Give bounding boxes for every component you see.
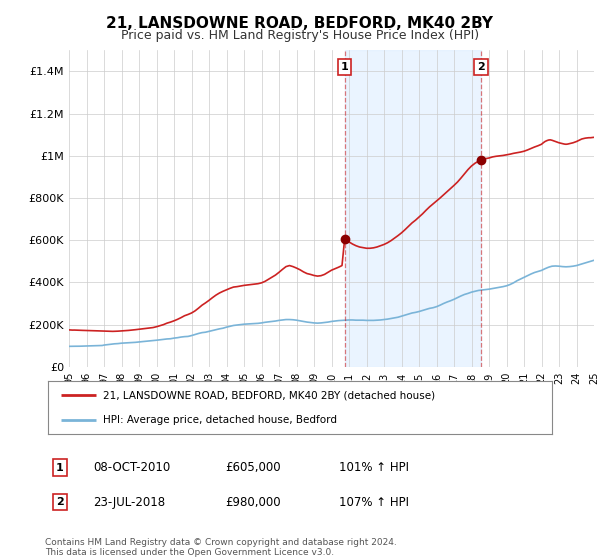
Text: 1: 1 [341, 62, 349, 72]
Bar [344, 50, 481, 367]
Text: 1: 1 [56, 463, 64, 473]
Text: HPI: Average price, detached house, Bedford: HPI: Average price, detached house, Bedf… [103, 414, 337, 424]
Text: £980,000: £980,000 [225, 496, 281, 509]
Text: 08-OCT-2010: 08-OCT-2010 [93, 461, 170, 474]
Text: Contains HM Land Registry data © Crown copyright and database right 2024.
This d: Contains HM Land Registry data © Crown c… [45, 538, 397, 557]
Text: 21, LANSDOWNE ROAD, BEDFORD, MK40 2BY: 21, LANSDOWNE ROAD, BEDFORD, MK40 2BY [107, 16, 493, 31]
Text: 2: 2 [477, 62, 485, 72]
Text: £605,000: £605,000 [225, 461, 281, 474]
Text: 107% ↑ HPI: 107% ↑ HPI [339, 496, 409, 509]
Text: 101% ↑ HPI: 101% ↑ HPI [339, 461, 409, 474]
Text: 2: 2 [56, 497, 64, 507]
Text: 21, LANSDOWNE ROAD, BEDFORD, MK40 2BY (detached house): 21, LANSDOWNE ROAD, BEDFORD, MK40 2BY (d… [103, 390, 436, 400]
Text: 23-JUL-2018: 23-JUL-2018 [93, 496, 165, 509]
Text: Price paid vs. HM Land Registry's House Price Index (HPI): Price paid vs. HM Land Registry's House … [121, 29, 479, 42]
